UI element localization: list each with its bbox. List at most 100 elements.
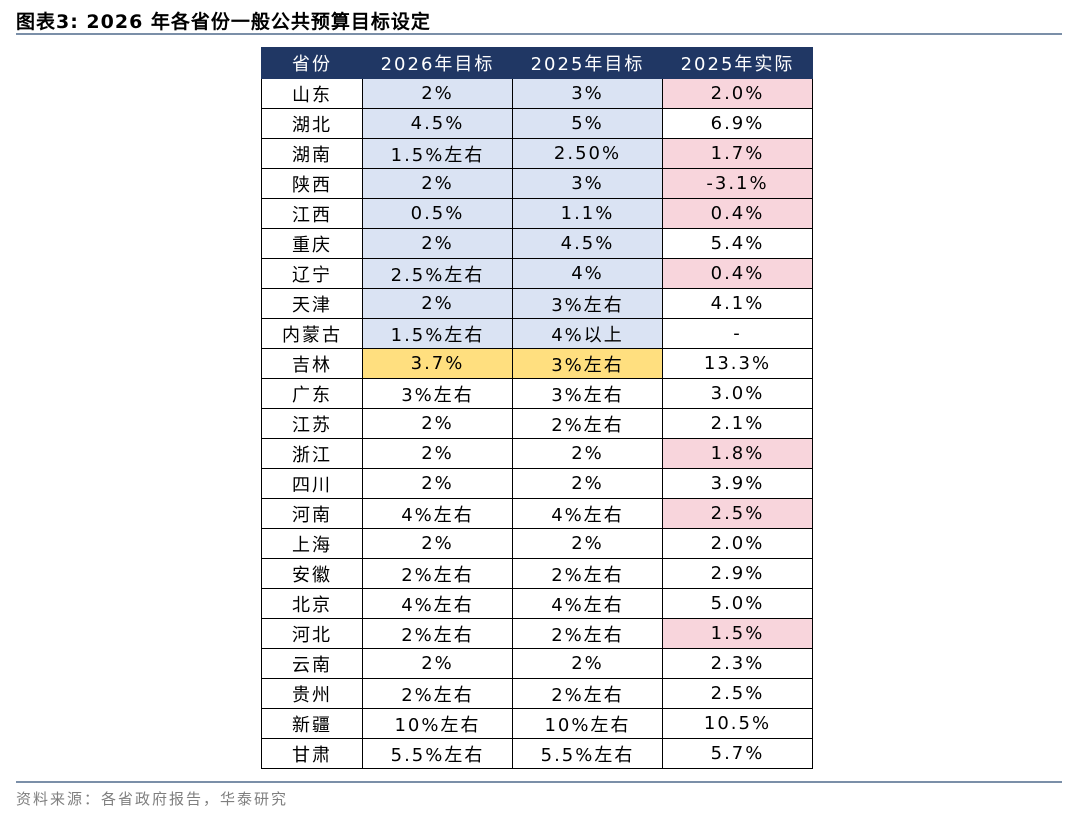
table-row: 陕西 2% 3% -3.1% (261, 168, 813, 199)
target-2026-cell: 2%左右 (362, 618, 513, 649)
target-2025-cell: 2%左右 (512, 678, 663, 709)
province-cell: 江西 (261, 198, 363, 229)
target-2025-cell: 2%左右 (512, 408, 663, 439)
header-2025-target: 2025年目标 (512, 47, 663, 79)
target-2026-cell: 2%左右 (362, 678, 513, 709)
target-2025-cell: 4% (512, 258, 663, 289)
target-2025-cell: 2% (512, 438, 663, 469)
target-2026-cell: 2% (362, 438, 513, 469)
actual-2025-cell: 0.4% (662, 258, 813, 289)
budget-target-table: 省份 2026年目标 2025年目标 2025年实际 山东 2% 3% 2.0% 湖北 4… (261, 47, 813, 769)
actual-2025-cell: 5.4% (662, 228, 813, 259)
actual-2025-cell: 1.8% (662, 438, 813, 469)
table-header-row: 省份 2026年目标 2025年目标 2025年实际 (261, 47, 813, 79)
target-2026-cell: 2% (362, 288, 513, 319)
table-row: 辽宁 2.5%左右 4% 0.4% (261, 258, 813, 289)
footer-divider (16, 781, 1062, 783)
target-2026-cell: 2% (362, 468, 513, 499)
province-cell: 广东 (261, 378, 363, 409)
table-row: 湖南 1.5%左右 2.50% 1.7% (261, 138, 813, 169)
actual-2025-cell: 3.9% (662, 468, 813, 499)
target-2026-cell: 2% (362, 78, 513, 109)
table-row: 安徽 2%左右 2%左右 2.9% (261, 558, 813, 589)
table-row: 湖北 4.5% 5% 6.9% (261, 108, 813, 139)
target-2026-cell: 0.5% (362, 198, 513, 229)
table-row: 河南 4%左右 4%左右 2.5% (261, 498, 813, 529)
target-2025-cell: 3% (512, 168, 663, 199)
actual-2025-cell: 6.9% (662, 108, 813, 139)
province-cell: 天津 (261, 288, 363, 319)
target-2025-cell: 1.1% (512, 198, 663, 229)
target-2025-cell: 5.5%左右 (512, 738, 663, 769)
target-2025-cell: 2% (512, 648, 663, 679)
province-cell: 云南 (261, 648, 363, 679)
table-row: 上海 2% 2% 2.0% (261, 528, 813, 559)
table-row: 四川 2% 2% 3.9% (261, 468, 813, 499)
title-divider (16, 33, 1062, 35)
table-row: 甘肃 5.5%左右 5.5%左右 5.7% (261, 738, 813, 769)
table-row: 新疆 10%左右 10%左右 10.5% (261, 708, 813, 739)
target-2025-cell: 4%左右 (512, 588, 663, 619)
actual-2025-cell: 4.1% (662, 288, 813, 319)
target-2025-cell: 3%左右 (512, 288, 663, 319)
header-2026-target: 2026年目标 (362, 47, 513, 79)
target-2026-cell: 4.5% (362, 108, 513, 139)
table-row: 浙江 2% 2% 1.8% (261, 438, 813, 469)
table-row: 河北 2%左右 2%左右 1.5% (261, 618, 813, 649)
target-2025-cell: 2.50% (512, 138, 663, 169)
province-cell: 新疆 (261, 708, 363, 739)
actual-2025-cell: 2.0% (662, 78, 813, 109)
target-2025-cell: 3%左右 (512, 348, 663, 379)
target-2026-cell: 2.5%左右 (362, 258, 513, 289)
target-2025-cell: 4%以上 (512, 318, 663, 349)
target-2026-cell: 10%左右 (362, 708, 513, 739)
table-body: 山东 2% 3% 2.0% 湖北 4.5% 5% 6.9% 湖南 1.5%左右 2.50% 1.7% 陕… (261, 78, 813, 769)
province-cell: 山东 (261, 78, 363, 109)
province-cell: 甘肃 (261, 738, 363, 769)
target-2026-cell: 2% (362, 228, 513, 259)
province-cell: 重庆 (261, 228, 363, 259)
province-cell: 河南 (261, 498, 363, 529)
target-2025-cell: 2% (512, 468, 663, 499)
target-2025-cell: 3% (512, 78, 663, 109)
province-cell: 北京 (261, 588, 363, 619)
target-2026-cell: 4%左右 (362, 588, 513, 619)
actual-2025-cell: 5.0% (662, 588, 813, 619)
table-row: 山东 2% 3% 2.0% (261, 78, 813, 109)
target-2025-cell: 2% (512, 528, 663, 559)
target-2026-cell: 1.5%左右 (362, 318, 513, 349)
target-2026-cell: 2%左右 (362, 558, 513, 589)
target-2025-cell: 4%左右 (512, 498, 663, 529)
actual-2025-cell: 2.0% (662, 528, 813, 559)
province-cell: 四川 (261, 468, 363, 499)
actual-2025-cell: 5.7% (662, 738, 813, 769)
table-row: 广东 3%左右 3%左右 3.0% (261, 378, 813, 409)
actual-2025-cell: 3.0% (662, 378, 813, 409)
target-2025-cell: 2%左右 (512, 558, 663, 589)
province-cell: 湖南 (261, 138, 363, 169)
actual-2025-cell: 1.7% (662, 138, 813, 169)
figure-title: 图表3: 2026 年各省份一般公共预算目标设定 (16, 11, 431, 33)
actual-2025-cell: 13.3% (662, 348, 813, 379)
table-row: 内蒙古 1.5%左右 4%以上 - (261, 318, 813, 349)
target-2025-cell: 5% (512, 108, 663, 139)
table-row: 江苏 2% 2%左右 2.1% (261, 408, 813, 439)
header-2025-actual: 2025年实际 (662, 47, 813, 79)
header-province: 省份 (261, 47, 363, 79)
actual-2025-cell: 2.3% (662, 648, 813, 679)
target-2026-cell: 3%左右 (362, 378, 513, 409)
target-2026-cell: 2% (362, 528, 513, 559)
source-note: 资料来源：各省政府报告，华泰研究 (16, 790, 289, 808)
province-cell: 陕西 (261, 168, 363, 199)
province-cell: 内蒙古 (261, 318, 363, 349)
province-cell: 辽宁 (261, 258, 363, 289)
target-2026-cell: 3.7% (362, 348, 513, 379)
table-row: 云南 2% 2% 2.3% (261, 648, 813, 679)
target-2026-cell: 5.5%左右 (362, 738, 513, 769)
province-cell: 安徽 (261, 558, 363, 589)
target-2026-cell: 2% (362, 168, 513, 199)
actual-2025-cell: - (662, 318, 813, 349)
province-cell: 上海 (261, 528, 363, 559)
actual-2025-cell: 0.4% (662, 198, 813, 229)
province-cell: 河北 (261, 618, 363, 649)
